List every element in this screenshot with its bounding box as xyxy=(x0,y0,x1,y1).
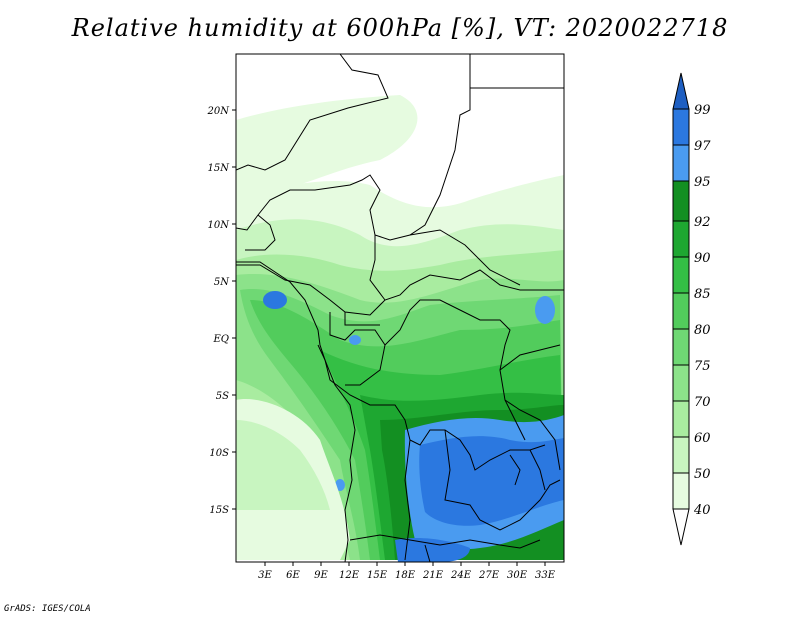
field-region xyxy=(419,436,564,526)
colorbar-segment xyxy=(672,292,690,330)
border-line xyxy=(509,454,521,486)
border-line xyxy=(504,399,561,471)
humidity-field xyxy=(236,54,564,562)
colorbar-segment xyxy=(672,472,690,510)
colorbar-segment xyxy=(672,508,690,546)
map-title: Relative humidity at 600hPa [%], VT: 202… xyxy=(71,14,729,42)
field-region xyxy=(349,335,361,345)
border-line xyxy=(245,214,276,251)
border-line xyxy=(349,534,541,549)
colorbar-segment xyxy=(672,180,690,222)
field-region xyxy=(236,95,418,200)
lon-label: 3E xyxy=(258,570,272,581)
border-line xyxy=(236,54,389,171)
border-line xyxy=(424,544,431,562)
border-line xyxy=(444,429,561,531)
lon-label: 18E xyxy=(395,570,416,581)
colorbar-segment xyxy=(672,436,690,474)
colorbar-label: 80 xyxy=(694,323,711,338)
colorbar-label: 75 xyxy=(694,359,711,374)
colorbar-labels: 40 50 60 70 75 80 85 90 92 95 97 99 xyxy=(693,103,711,518)
colorbar xyxy=(672,72,690,546)
border-line xyxy=(529,449,546,491)
credit-text: GrADS: IGES/COLA xyxy=(4,604,91,614)
lon-axis: 3E 6E 9E 12E 15E 18E 21E 24E 27E 30E 33E xyxy=(258,562,556,581)
border-line xyxy=(317,344,546,471)
border-line xyxy=(236,264,564,316)
border-line xyxy=(344,312,380,326)
coastline xyxy=(236,261,356,562)
lat-label: 15N xyxy=(208,163,231,174)
lat-label: 5S xyxy=(216,391,229,402)
lon-label: 24E xyxy=(450,570,472,581)
map-frame xyxy=(235,53,565,563)
colorbar-label: 99 xyxy=(694,103,711,118)
colorbar-label: 92 xyxy=(694,215,711,230)
lon-label: 30E xyxy=(507,570,528,581)
lat-label: 15S xyxy=(209,505,229,516)
borders xyxy=(236,54,564,562)
colorbar-label: 70 xyxy=(694,395,711,410)
colorbar-segment xyxy=(672,328,690,366)
border-line xyxy=(409,229,521,286)
colorbar-segment xyxy=(672,256,690,294)
field-region xyxy=(236,420,330,510)
colorbar-segment xyxy=(672,72,690,110)
colorbar-label: 97 xyxy=(694,139,711,154)
lon-label: 6E xyxy=(286,570,300,581)
lon-label: 27E xyxy=(478,570,500,581)
field-region xyxy=(263,291,287,309)
border-line xyxy=(369,235,386,301)
colorbar-segment xyxy=(672,364,690,402)
lat-label: EQ xyxy=(213,334,230,345)
colorbar-label: 85 xyxy=(694,287,711,302)
colorbar-segment xyxy=(672,400,690,438)
lat-label: 10S xyxy=(209,448,229,459)
colorbar-label: 90 xyxy=(694,251,711,266)
lat-label: 20N xyxy=(207,106,231,117)
lon-label: 15E xyxy=(367,570,388,581)
border-line xyxy=(236,54,471,241)
border-line xyxy=(329,312,386,386)
field-region xyxy=(535,296,555,324)
colorbar-label: 40 xyxy=(693,503,711,518)
lat-axis: 20N 15N 10N 5N EQ 5S 10S 15S xyxy=(207,106,236,516)
colorbar-label: 60 xyxy=(694,431,711,446)
lon-label: 33E xyxy=(535,570,556,581)
colorbar-segment xyxy=(672,108,690,146)
field-region xyxy=(395,537,470,562)
colorbar-label: 50 xyxy=(694,467,711,482)
lat-label: 10N xyxy=(208,220,231,231)
border-line xyxy=(499,344,561,371)
field-region xyxy=(335,479,345,491)
colorbar-label: 95 xyxy=(694,175,711,190)
colorbar-segment xyxy=(672,144,690,182)
lon-label: 9E xyxy=(314,570,328,581)
lon-label: 21E xyxy=(422,570,444,581)
colorbar-segment xyxy=(672,220,690,258)
border-line xyxy=(384,299,526,441)
lon-label: 12E xyxy=(339,570,360,581)
lat-label: 5N xyxy=(214,277,230,288)
